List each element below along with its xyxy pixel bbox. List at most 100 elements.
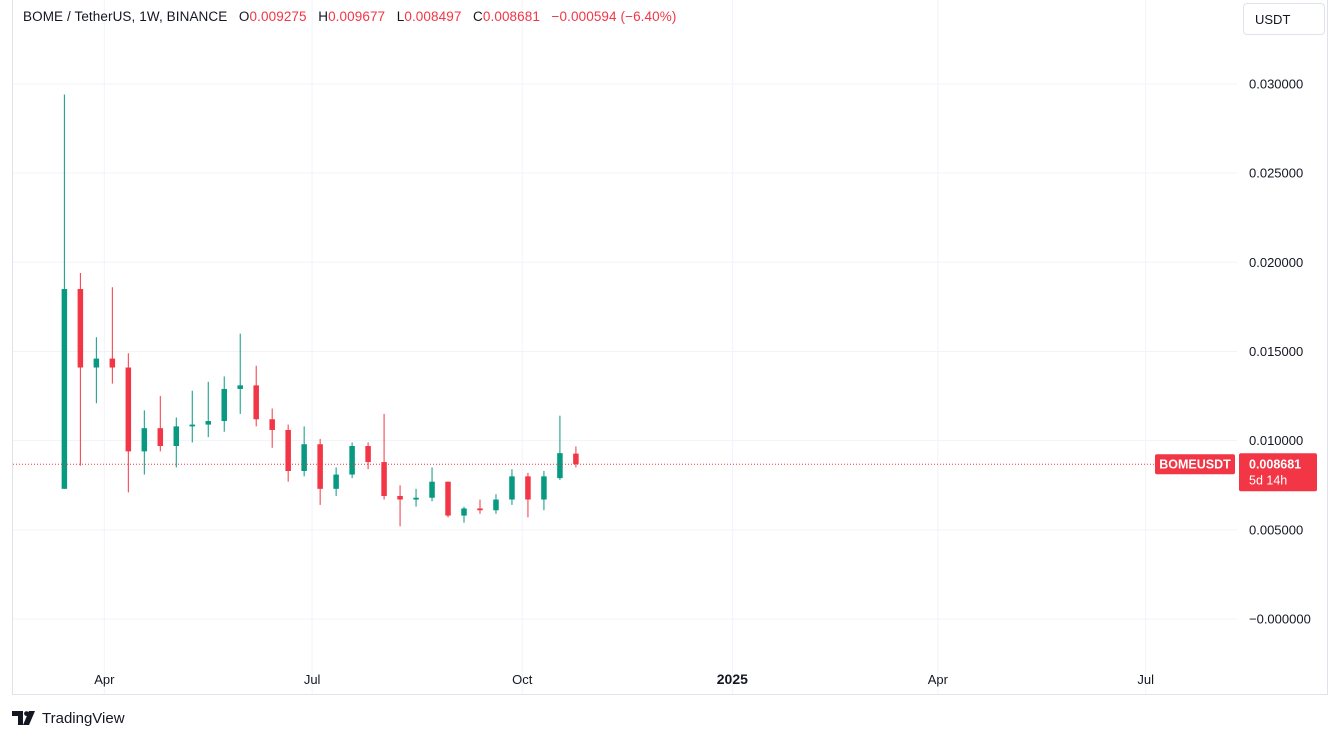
candle-body (509, 476, 515, 500)
price-axis: 0.030000 0.025000 0.020000 0.015000 0.010000… (1249, 76, 1311, 626)
candle-body (365, 446, 371, 463)
candle-body (189, 424, 196, 427)
candle (573, 446, 579, 468)
close-value: 0.008681 (482, 9, 540, 24)
candle-body (221, 388, 227, 422)
last-price-tags: BOMEUSDT 0.008681 5d 14h (1155, 453, 1317, 492)
candle-body (541, 476, 547, 500)
candle (141, 410, 148, 475)
candle-body (381, 462, 387, 496)
y-tick-label: 0.025000 (1249, 166, 1303, 181)
candle (333, 467, 339, 496)
axis-price-tag: 0.008681 5d 14h (1239, 453, 1317, 492)
candle-body (413, 497, 419, 500)
tradingview-logo[interactable]: TradingView (12, 708, 125, 728)
change-value: −0.000594 (−6.40%) (551, 9, 677, 24)
candles (61, 94, 579, 527)
candle (477, 499, 483, 514)
candle-body (125, 367, 132, 452)
candle-body (237, 385, 243, 389)
low-value: 0.008497 (404, 9, 462, 24)
candle-body (557, 453, 563, 479)
candle (125, 353, 132, 493)
x-tick-label: Apr (94, 672, 115, 687)
close-label: C (473, 9, 483, 24)
candle-body (61, 289, 68, 489)
candle (93, 337, 100, 404)
candle (157, 396, 164, 452)
candle-body (93, 358, 100, 368)
candle (61, 94, 68, 489)
candle-body (461, 508, 467, 516)
candle (397, 485, 403, 527)
high-value: 0.009677 (328, 9, 386, 24)
candle (77, 272, 84, 466)
candle-body (573, 453, 579, 465)
time-axis: Apr Jul Oct 2025 Apr Jul (94, 671, 1154, 687)
axis-tag-bg (1239, 453, 1317, 492)
candle (365, 442, 371, 470)
candle (413, 488, 419, 507)
symbol-price-tag: BOMEUSDT (1155, 454, 1235, 475)
chart-frame (12, 0, 1328, 695)
y-tick-label: 0.010000 (1249, 433, 1303, 448)
candle (461, 506, 467, 523)
candle-body (301, 444, 307, 471)
candle (525, 472, 531, 518)
candle (109, 287, 116, 384)
candle-body (141, 428, 148, 452)
y-tick-label: 0.015000 (1249, 344, 1303, 359)
candle-body (77, 289, 84, 368)
high-label: H (318, 9, 329, 24)
candle-body (317, 444, 323, 489)
symbol-legend: BOME / TetherUS, 1W, BINANCE O0.009275 H… (23, 9, 676, 24)
candle-body (429, 481, 435, 498)
x-tick-label: Oct (512, 672, 533, 687)
symbol-tag-bg (1155, 454, 1235, 475)
candle-body (397, 495, 403, 500)
candle (221, 376, 227, 432)
candle (349, 442, 355, 479)
candle (253, 365, 259, 427)
symbol-tag-label: BOMEUSDT (1159, 458, 1231, 472)
candle (493, 494, 499, 514)
candle (205, 381, 211, 438)
candle-body (349, 446, 355, 475)
candle-body (253, 385, 259, 420)
candle-body (493, 499, 499, 511)
candle (381, 413, 387, 500)
low-label: L (396, 9, 405, 24)
candle (237, 333, 243, 414)
y-tick-label: 0.030000 (1249, 76, 1303, 91)
currency-button[interactable]: USDT (1243, 3, 1325, 35)
candle (445, 481, 451, 518)
x-tick-label: Jul (304, 672, 321, 687)
last-price-value: 0.008681 (1249, 458, 1301, 472)
candle-body (173, 426, 180, 447)
x-tick-label: Jul (1137, 672, 1154, 687)
tradingview-logo-icon (12, 711, 35, 725)
tradingview-brand: TradingView (42, 709, 125, 727)
candle-body (477, 508, 483, 511)
candle-body (333, 474, 339, 489)
y-tick-label: −0.000000 (1249, 612, 1311, 627)
candle-body (445, 481, 451, 516)
open-value: 0.009275 (249, 9, 307, 24)
candle-body (525, 476, 531, 500)
candle-body (109, 358, 116, 368)
candle (429, 467, 435, 502)
y-tick-label: 0.005000 (1249, 522, 1303, 537)
x-tick-label: 2025 (717, 671, 748, 687)
y-tick-label: 0.020000 (1249, 255, 1303, 270)
candle (301, 426, 307, 477)
candle (509, 469, 515, 505)
candle-body (269, 419, 275, 430)
candle (189, 390, 196, 443)
candle (541, 470, 547, 511)
candle (317, 438, 323, 505)
bar-countdown: 5d 14h (1249, 474, 1287, 488)
x-tick-label: Apr (928, 672, 949, 687)
symbol-title[interactable]: BOME / TetherUS, 1W, BINANCE (23, 9, 228, 24)
candle (269, 408, 275, 448)
